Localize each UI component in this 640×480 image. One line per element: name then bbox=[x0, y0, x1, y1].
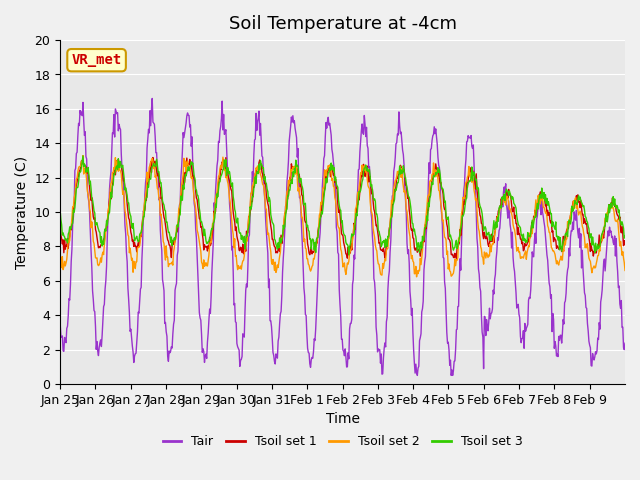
Tsoil set 3 bbox=[79, 153, 87, 159]
Text: VR_met: VR_met bbox=[72, 53, 122, 67]
Tair bbox=[56, 320, 64, 326]
Tsoil set 1 bbox=[227, 187, 235, 192]
Tsoil set 2 bbox=[621, 267, 629, 273]
Tair bbox=[123, 250, 131, 255]
Tsoil set 3 bbox=[227, 181, 235, 187]
Tair bbox=[148, 96, 156, 101]
Tsoil set 3 bbox=[255, 161, 263, 167]
Tsoil set 1 bbox=[276, 240, 284, 246]
Y-axis label: Temperature (C): Temperature (C) bbox=[15, 156, 29, 269]
Tair bbox=[413, 372, 421, 378]
Tsoil set 2 bbox=[434, 177, 442, 182]
Tsoil set 2 bbox=[227, 209, 235, 215]
Tsoil set 1 bbox=[149, 155, 157, 160]
Tsoil set 1 bbox=[255, 160, 263, 166]
Tsoil set 2 bbox=[276, 250, 284, 255]
Tsoil set 2 bbox=[402, 193, 410, 199]
Tsoil set 3 bbox=[621, 233, 629, 239]
Tsoil set 2 bbox=[255, 169, 263, 175]
Legend: Tair, Tsoil set 1, Tsoil set 2, Tsoil set 3: Tair, Tsoil set 1, Tsoil set 2, Tsoil se… bbox=[157, 431, 527, 454]
Line: Tsoil set 2: Tsoil set 2 bbox=[60, 156, 625, 277]
Tsoil set 2 bbox=[124, 224, 131, 230]
Tsoil set 2 bbox=[56, 252, 64, 258]
Line: Tsoil set 3: Tsoil set 3 bbox=[60, 156, 625, 255]
Tair bbox=[255, 108, 263, 114]
Tsoil set 1 bbox=[433, 167, 441, 173]
Tair bbox=[434, 154, 442, 160]
Tair bbox=[621, 340, 629, 346]
Line: Tair: Tair bbox=[60, 98, 625, 375]
Tair bbox=[276, 311, 284, 317]
Tsoil set 2 bbox=[413, 274, 420, 280]
Tair bbox=[402, 198, 410, 204]
Tair bbox=[227, 227, 235, 232]
Tsoil set 1 bbox=[402, 182, 410, 188]
Tsoil set 2 bbox=[79, 153, 87, 158]
Tsoil set 3 bbox=[56, 207, 64, 213]
Tsoil set 1 bbox=[621, 241, 629, 247]
Tsoil set 3 bbox=[276, 236, 284, 241]
Tsoil set 3 bbox=[403, 181, 410, 187]
X-axis label: Time: Time bbox=[326, 412, 360, 426]
Tsoil set 3 bbox=[434, 165, 442, 170]
Line: Tsoil set 1: Tsoil set 1 bbox=[60, 157, 625, 258]
Tsoil set 3 bbox=[124, 193, 131, 199]
Title: Soil Temperature at -4cm: Soil Temperature at -4cm bbox=[228, 15, 456, 33]
Tsoil set 1 bbox=[56, 220, 64, 226]
Tsoil set 1 bbox=[452, 255, 460, 261]
Tsoil set 1 bbox=[123, 192, 131, 198]
Tsoil set 3 bbox=[345, 252, 353, 258]
